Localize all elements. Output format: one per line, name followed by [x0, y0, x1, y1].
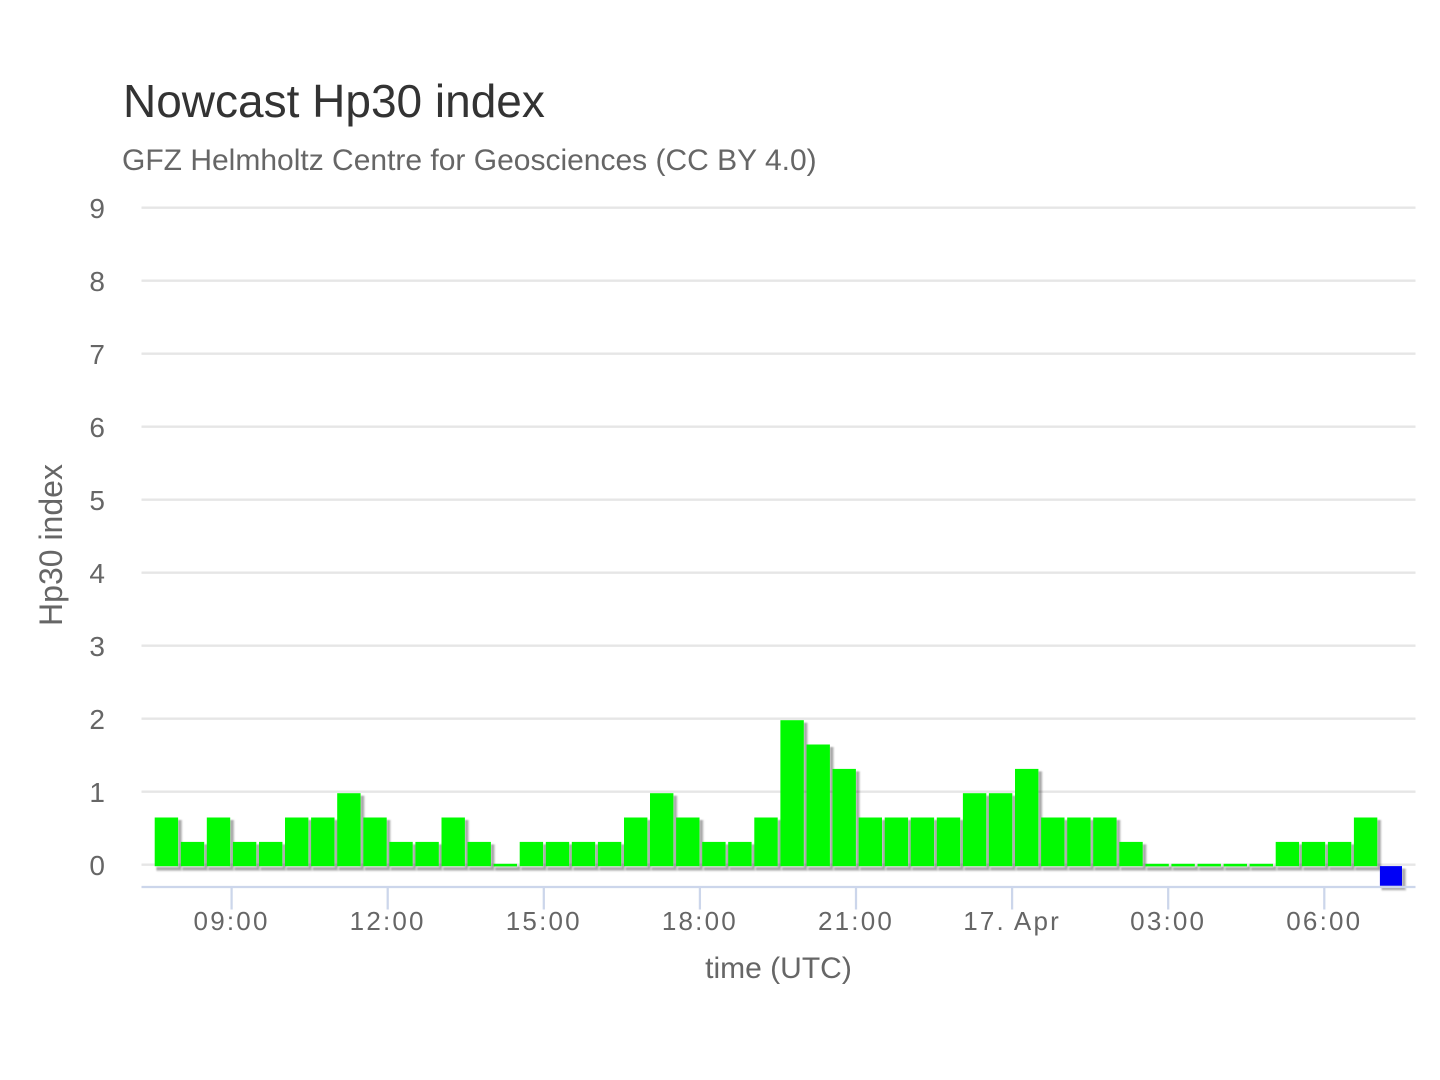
svg-text:1: 1 [89, 777, 105, 808]
svg-text:21:00: 21:00 [818, 906, 894, 936]
svg-text:2: 2 [89, 704, 105, 735]
svg-text:7: 7 [89, 339, 105, 370]
svg-text:12:00: 12:00 [350, 906, 426, 936]
svg-text:18:00: 18:00 [662, 906, 738, 936]
svg-text:06:00: 06:00 [1286, 906, 1362, 936]
svg-text:time (UTC): time (UTC) [705, 952, 852, 985]
svg-text:0: 0 [89, 850, 105, 881]
svg-text:8: 8 [89, 266, 105, 297]
svg-text:9: 9 [89, 193, 105, 224]
svg-text:3: 3 [89, 631, 105, 662]
svg-text:09:00: 09:00 [194, 906, 270, 936]
svg-text:17. Apr: 17. Apr [963, 906, 1061, 936]
svg-text:Nowcast Hp30 index: Nowcast Hp30 index [123, 75, 545, 127]
svg-text:03:00: 03:00 [1130, 906, 1206, 936]
svg-text:Hp30 index: Hp30 index [33, 464, 69, 626]
svg-text:GFZ Helmholtz Centre for Geosc: GFZ Helmholtz Centre for Geosciences (CC… [122, 144, 817, 177]
svg-text:4: 4 [89, 558, 105, 589]
svg-text:15:00: 15:00 [506, 906, 582, 936]
svg-text:6: 6 [89, 412, 105, 443]
svg-text:5: 5 [89, 485, 105, 516]
